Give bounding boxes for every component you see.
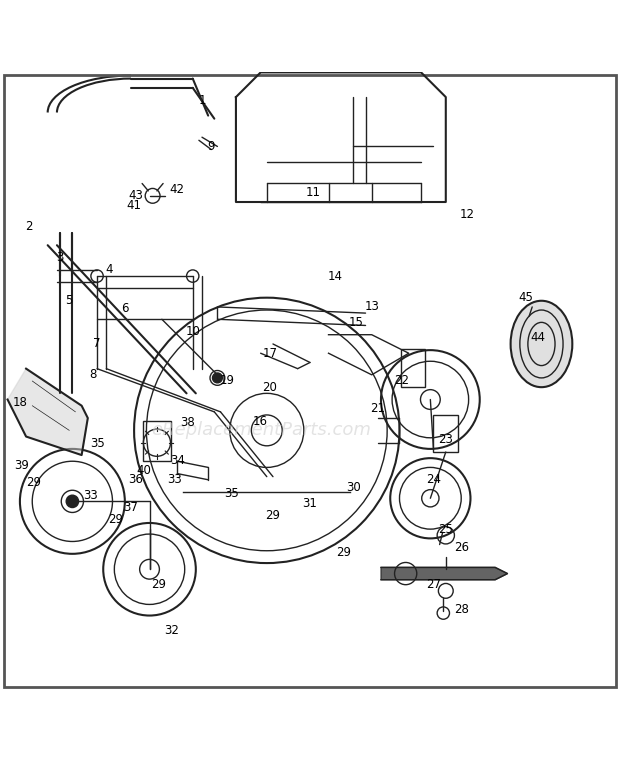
Text: 21: 21 [370, 402, 386, 415]
Bar [433, 415, 458, 452]
Text: 16: 16 [253, 415, 268, 427]
Text: 29: 29 [26, 476, 41, 489]
Text: 8: 8 [89, 368, 97, 381]
Text: 38: 38 [180, 417, 195, 430]
Circle shape [213, 373, 223, 383]
Text: 24: 24 [426, 473, 441, 486]
Text: 35: 35 [90, 437, 104, 450]
Text: 22: 22 [394, 374, 409, 388]
Text: 45: 45 [518, 291, 533, 304]
Text: 29: 29 [151, 578, 166, 591]
Text: 20: 20 [262, 381, 277, 394]
Text: 30: 30 [346, 481, 361, 494]
Text: 14: 14 [327, 270, 342, 283]
Text: 33: 33 [84, 488, 98, 501]
Text: 4: 4 [105, 264, 113, 277]
Text: 40: 40 [136, 464, 151, 477]
Text: 26: 26 [454, 541, 469, 554]
Text: eReplacementParts.com: eReplacementParts.com [151, 421, 371, 440]
Ellipse shape [511, 301, 572, 387]
Text: 41: 41 [126, 199, 141, 212]
Text: 25: 25 [438, 523, 453, 536]
Text: 12: 12 [460, 208, 475, 221]
Text: 43: 43 [128, 189, 143, 203]
Text: 33: 33 [167, 473, 182, 486]
Text: 6: 6 [121, 302, 128, 315]
Text: 5: 5 [66, 294, 73, 307]
Text: 13: 13 [365, 300, 379, 313]
Text: 34: 34 [170, 453, 185, 466]
Text: 44: 44 [531, 331, 546, 344]
Text: 3: 3 [56, 251, 64, 264]
Text: 39: 39 [14, 459, 29, 472]
Text: 42: 42 [170, 183, 185, 196]
Text: 10: 10 [185, 325, 200, 338]
Bar [143, 421, 171, 461]
Polygon shape [381, 568, 508, 580]
Text: 37: 37 [123, 501, 138, 514]
Text: 23: 23 [438, 433, 453, 446]
Text: 2: 2 [25, 220, 33, 233]
Text: 27: 27 [426, 578, 441, 591]
Text: 17: 17 [262, 347, 277, 360]
Text: 1: 1 [198, 94, 206, 107]
Text: 29: 29 [108, 514, 123, 527]
Text: 35: 35 [224, 487, 239, 500]
Text: 7: 7 [93, 338, 101, 351]
Circle shape [66, 495, 79, 507]
Text: 15: 15 [349, 316, 364, 329]
Text: 28: 28 [454, 603, 469, 616]
Text: 31: 31 [303, 497, 317, 510]
Text: 9: 9 [208, 140, 215, 153]
Text: 29: 29 [337, 546, 352, 559]
Polygon shape [7, 369, 88, 455]
Text: 36: 36 [128, 473, 143, 486]
Text: 32: 32 [164, 625, 179, 638]
Text: 18: 18 [12, 396, 27, 409]
Text: 19: 19 [219, 374, 234, 388]
Text: 11: 11 [306, 186, 321, 199]
Bar [401, 349, 425, 387]
Text: 29: 29 [265, 509, 280, 522]
